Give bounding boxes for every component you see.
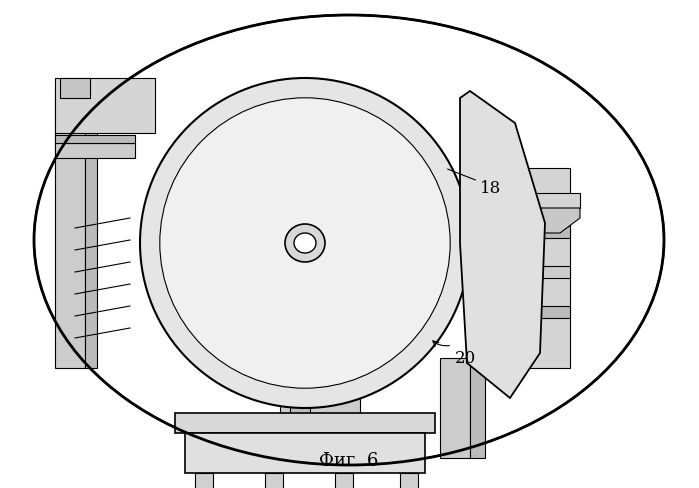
Bar [55, 143, 135, 159]
Bar [290, 358, 310, 458]
Polygon shape [510, 208, 580, 234]
Bar [265, 473, 283, 488]
Bar [335, 473, 353, 488]
Bar [470, 358, 485, 458]
Ellipse shape [294, 234, 316, 253]
Bar [400, 473, 418, 488]
Bar [195, 473, 213, 488]
Polygon shape [460, 92, 545, 398]
Text: 18: 18 [480, 180, 501, 197]
Bar [490, 194, 580, 208]
Bar [55, 136, 135, 143]
Bar [440, 358, 470, 458]
Ellipse shape [140, 79, 470, 408]
Bar [85, 89, 97, 368]
Ellipse shape [34, 16, 664, 465]
Bar [490, 266, 570, 279]
Text: Фиг. 6: Фиг. 6 [319, 451, 379, 469]
Bar [55, 89, 85, 368]
Bar [185, 433, 425, 473]
Ellipse shape [285, 224, 325, 263]
Text: 20: 20 [455, 350, 476, 367]
Bar [55, 79, 155, 134]
Bar [175, 413, 435, 433]
Bar [490, 226, 570, 239]
Ellipse shape [160, 99, 450, 388]
Bar [490, 306, 570, 318]
Bar [280, 358, 360, 458]
Bar [490, 169, 570, 368]
Bar [60, 79, 90, 99]
